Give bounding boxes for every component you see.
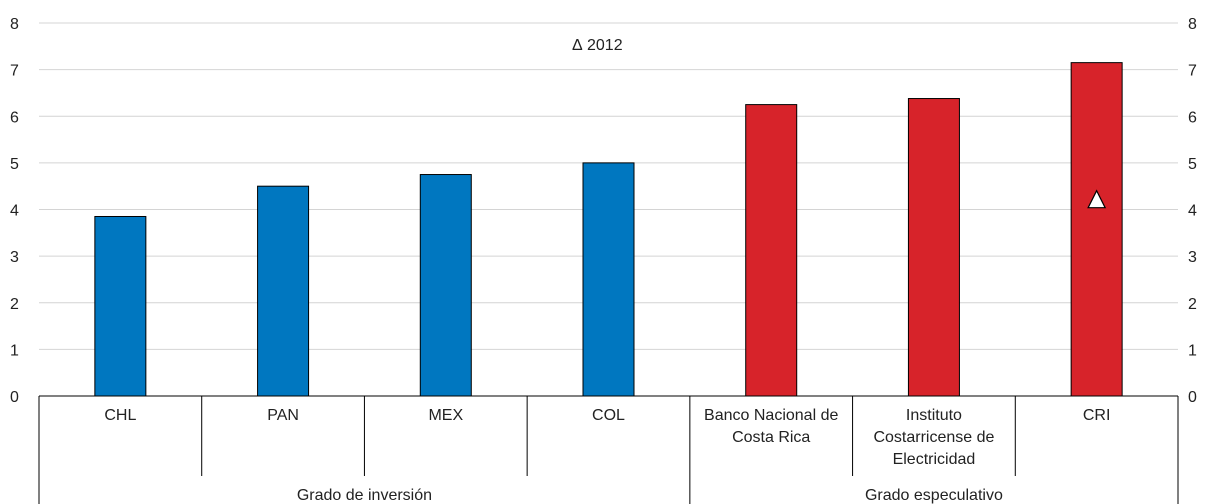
y-tick-right-6: 6 [1188,109,1197,126]
y-tick-right-4: 4 [1188,203,1197,220]
y-tick-left-8: 8 [10,16,19,33]
markers [1087,189,1107,209]
legend: Δ 2012 [572,37,623,54]
y-tick-left-1: 1 [10,342,19,359]
y-tick-left-2: 2 [10,296,19,313]
bar-pan [257,185,310,397]
category-label: Instituto [906,407,962,424]
group-label: Grado de inversión [297,487,432,504]
category-label: Costarricense de [873,429,994,446]
category-label: CHL [104,407,136,424]
y-tick-right-2: 2 [1188,296,1197,313]
y-tick-right-8: 8 [1188,16,1197,33]
y-tick-right-3: 3 [1188,249,1197,266]
category-label: Costa Rica [732,429,810,446]
y-tick-left-5: 5 [10,156,19,173]
y-tick-left-4: 4 [10,203,19,220]
marker-2012-cri [1087,189,1107,209]
y-tick-left-7: 7 [10,63,19,80]
category-label: CRI [1083,407,1111,424]
y-tick-right-0: 0 [1188,389,1197,406]
y-tick-left-3: 3 [10,249,19,266]
legend-label: 2012 [587,37,623,54]
x-axis [38,395,1179,504]
y-axis-right: 0 1 2 3 4 5 6 7 8 [1188,16,1197,406]
y-tick-left-6: 6 [10,109,19,126]
bars [94,62,1123,397]
bar-mex [419,174,472,397]
category-label: Banco Nacional de [704,407,838,424]
group-label: Grado especulativo [865,487,1003,504]
y-axis-left: 0 1 2 3 4 5 6 7 8 [10,16,19,406]
category-labels: CHL PAN MEX COL Banco Nacional de Costa Rica I… [104,407,1110,468]
bar-banco-nacional-de-costa-rica [745,104,798,397]
y-tick-right-1: 1 [1188,342,1197,359]
group-labels: Grado de inversión Grado especulativo [297,487,1003,504]
category-label: COL [592,407,625,424]
bar-cri [1070,62,1123,397]
category-label: Electricidad [893,451,976,468]
bar-col [582,162,635,397]
legend-symbol: Δ [572,37,583,54]
bar-chl [94,215,147,397]
y-tick-right-7: 7 [1188,63,1197,80]
y-tick-right-5: 5 [1188,156,1197,173]
y-tick-left-0: 0 [10,389,19,406]
category-label: PAN [267,407,299,424]
category-label: MEX [428,407,463,424]
bar-instituto-costarricense-de-electricidad [907,98,960,397]
